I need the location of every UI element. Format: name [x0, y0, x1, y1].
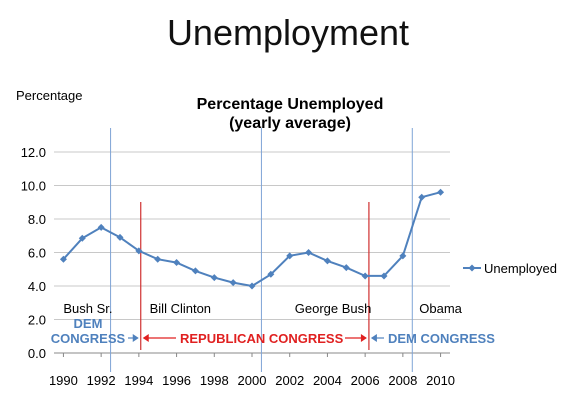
legend-point-marker [468, 264, 476, 272]
slide-title: Unemployment [166, 12, 410, 53]
y-tick-label: 8.0 [28, 212, 46, 227]
republican-congress-label: REPUBLICAN CONGRESS [180, 331, 344, 346]
data-point [361, 272, 369, 280]
rep-arrow-right-head [360, 334, 367, 342]
chart-title-line-2: (yearly average) [229, 115, 351, 132]
data-point [342, 264, 350, 272]
data-point [78, 234, 86, 242]
data-point [267, 270, 275, 278]
dem-congress-label-left-line2: CONGRESS [51, 331, 126, 346]
x-tick-label: 2004 [313, 373, 342, 388]
x-tick-label: 1996 [162, 373, 191, 388]
y-tick-label: 2.0 [28, 313, 46, 328]
data-point [191, 267, 199, 275]
gridlines [54, 151, 450, 354]
data-point [286, 252, 294, 260]
x-tick-label: 2002 [275, 373, 304, 388]
president-label: George Bush [295, 301, 372, 316]
data-point [116, 233, 124, 241]
y-tick-label: 10.0 [21, 179, 46, 194]
x-tick-label: 1990 [49, 373, 78, 388]
data-point [437, 188, 445, 196]
data-point [210, 274, 218, 282]
dem-congress-label-left-line1: DEM [74, 316, 103, 331]
x-tick-label: 2010 [426, 373, 455, 388]
y-tick-label: 12.0 [21, 145, 46, 160]
data-point [154, 255, 162, 263]
series-layer [59, 188, 445, 290]
x-tick-label: 2000 [238, 373, 267, 388]
x-tick-label: 1998 [200, 373, 229, 388]
x-tick-label: 2008 [388, 373, 417, 388]
data-point [173, 259, 181, 267]
axes: 0.0 2.0 4.0 6.0 8.0 10.0 12.0 1990 1992 1994 1996 1… [21, 145, 455, 388]
legend-entry-label: Unemployed [484, 261, 557, 276]
data-point [323, 257, 331, 265]
x-tick-label: 1994 [124, 373, 153, 388]
data-point [418, 193, 426, 201]
y-axis-label: Percentage [16, 88, 83, 103]
data-point [305, 249, 313, 256]
x-tick-label: 2006 [351, 373, 380, 388]
y-tick-label: 6.0 [28, 246, 46, 261]
data-point [135, 247, 143, 255]
y-tick-label: 4.0 [28, 279, 46, 294]
legend: Unemployed [463, 261, 557, 276]
dem-congress-label-right: DEM CONGRESS [388, 331, 495, 346]
president-label: Obama [419, 301, 462, 316]
dem-arrow-left-head [132, 334, 139, 342]
data-point [59, 255, 67, 263]
data-point [399, 252, 407, 260]
rep-arrow-left-head [142, 334, 149, 342]
data-point [380, 272, 388, 280]
president-label: Bush Sr. [63, 301, 112, 316]
chart-title: Percentage Unemployed (yearly average) [150, 95, 430, 133]
data-point [97, 223, 105, 231]
data-point [248, 282, 256, 290]
annotations: Bush Sr. Bill Clinton George Bush Obama DEMC… [51, 301, 495, 346]
president-label: Bill Clinton [150, 301, 211, 316]
y-tick-label: 0.0 [28, 346, 46, 361]
dem-arrow-right-head [370, 334, 377, 342]
x-tick-label: 1992 [87, 373, 116, 388]
chart-title-line-1: Percentage Unemployed [196, 96, 384, 113]
data-point [229, 279, 237, 287]
